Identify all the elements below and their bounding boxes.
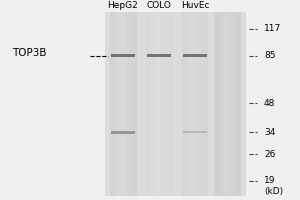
- FancyBboxPatch shape: [220, 12, 223, 196]
- FancyBboxPatch shape: [123, 12, 125, 196]
- FancyBboxPatch shape: [218, 12, 221, 196]
- FancyBboxPatch shape: [130, 12, 133, 196]
- FancyBboxPatch shape: [133, 12, 135, 196]
- FancyBboxPatch shape: [187, 12, 190, 196]
- FancyBboxPatch shape: [205, 12, 207, 196]
- Text: 48: 48: [264, 99, 275, 108]
- Text: 19: 19: [264, 176, 275, 185]
- Text: (kD): (kD): [264, 187, 283, 196]
- FancyBboxPatch shape: [216, 12, 219, 196]
- FancyBboxPatch shape: [129, 12, 131, 196]
- FancyBboxPatch shape: [161, 12, 164, 196]
- FancyBboxPatch shape: [201, 12, 203, 196]
- FancyBboxPatch shape: [232, 12, 234, 196]
- FancyBboxPatch shape: [214, 12, 242, 196]
- FancyBboxPatch shape: [119, 12, 122, 196]
- FancyBboxPatch shape: [125, 12, 128, 196]
- FancyBboxPatch shape: [165, 12, 167, 196]
- FancyBboxPatch shape: [183, 12, 186, 196]
- FancyBboxPatch shape: [127, 12, 129, 196]
- FancyBboxPatch shape: [193, 12, 196, 196]
- FancyBboxPatch shape: [183, 131, 207, 133]
- FancyBboxPatch shape: [222, 12, 225, 196]
- FancyBboxPatch shape: [151, 12, 154, 196]
- FancyBboxPatch shape: [202, 12, 205, 196]
- Text: TOP3B: TOP3B: [12, 48, 46, 58]
- FancyBboxPatch shape: [115, 12, 118, 196]
- FancyBboxPatch shape: [113, 12, 116, 196]
- FancyBboxPatch shape: [228, 12, 230, 196]
- FancyBboxPatch shape: [185, 12, 188, 196]
- FancyBboxPatch shape: [199, 12, 201, 196]
- FancyBboxPatch shape: [234, 12, 236, 196]
- FancyBboxPatch shape: [169, 12, 171, 196]
- FancyBboxPatch shape: [146, 12, 172, 196]
- FancyBboxPatch shape: [153, 12, 156, 196]
- FancyBboxPatch shape: [189, 12, 192, 196]
- FancyBboxPatch shape: [117, 12, 120, 196]
- FancyBboxPatch shape: [191, 12, 194, 196]
- Text: COLO: COLO: [147, 1, 171, 10]
- FancyBboxPatch shape: [105, 12, 246, 196]
- FancyBboxPatch shape: [167, 12, 169, 196]
- FancyBboxPatch shape: [195, 12, 197, 196]
- FancyBboxPatch shape: [236, 12, 238, 196]
- FancyBboxPatch shape: [183, 54, 207, 57]
- FancyBboxPatch shape: [111, 54, 135, 57]
- FancyBboxPatch shape: [157, 12, 160, 196]
- Text: 34: 34: [264, 128, 275, 137]
- Text: HepG2: HepG2: [108, 1, 138, 10]
- FancyBboxPatch shape: [121, 12, 124, 196]
- FancyBboxPatch shape: [147, 54, 171, 57]
- FancyBboxPatch shape: [182, 12, 208, 196]
- FancyBboxPatch shape: [155, 12, 158, 196]
- FancyBboxPatch shape: [149, 12, 152, 196]
- FancyBboxPatch shape: [159, 12, 161, 196]
- FancyBboxPatch shape: [111, 12, 114, 196]
- FancyBboxPatch shape: [110, 12, 136, 196]
- FancyBboxPatch shape: [111, 131, 135, 134]
- Text: 26: 26: [264, 150, 275, 159]
- FancyBboxPatch shape: [238, 12, 240, 196]
- FancyBboxPatch shape: [147, 12, 150, 196]
- FancyBboxPatch shape: [226, 12, 229, 196]
- FancyBboxPatch shape: [230, 12, 232, 196]
- FancyBboxPatch shape: [224, 12, 226, 196]
- FancyBboxPatch shape: [197, 12, 200, 196]
- Text: HuvEc: HuvEc: [181, 1, 209, 10]
- FancyBboxPatch shape: [163, 12, 165, 196]
- Text: 117: 117: [264, 24, 281, 33]
- Text: 85: 85: [264, 51, 275, 60]
